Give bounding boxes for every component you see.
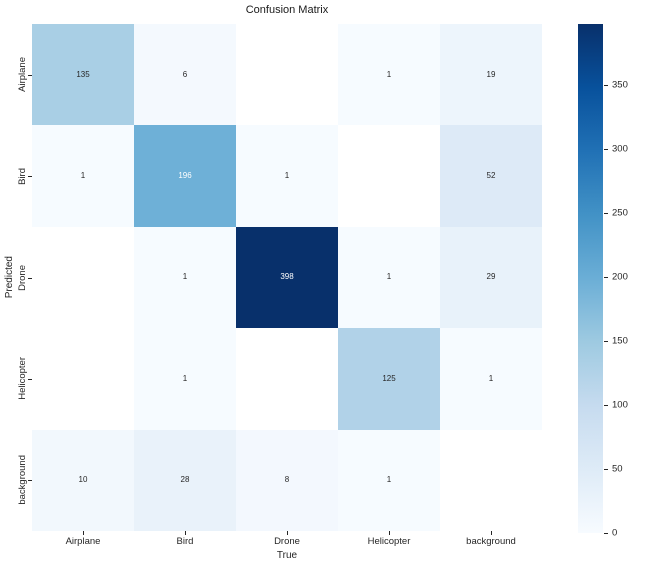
y-axis-label-text: Predicted — [3, 256, 15, 299]
colorbar-tick-label: 250 — [612, 207, 628, 219]
heatmap-cell: 52 — [440, 125, 542, 227]
heatmap-cell: 28 — [134, 429, 236, 531]
x-tick-mark — [185, 531, 186, 535]
cell-value: 29 — [486, 272, 496, 282]
cell-value: 6 — [182, 69, 188, 79]
colorbar-tick-mark — [604, 84, 608, 86]
colorbar-tick-mark — [604, 340, 608, 342]
cell-value: 125 — [382, 373, 396, 383]
cell-value: 1 — [488, 373, 494, 383]
y-tick-label: Bird — [16, 167, 28, 185]
heatmap-cell: 1 — [134, 328, 236, 430]
heatmap-cell — [236, 24, 338, 126]
cell-value: 52 — [486, 171, 496, 181]
x-tick-label: Helicopter — [367, 536, 411, 547]
colorbar-tick-label: 0 — [612, 527, 618, 539]
cell-value: 28 — [180, 475, 190, 485]
cell-value: 19 — [486, 69, 496, 79]
cell-value: 398 — [280, 272, 294, 282]
colorbar-tick-label: 50 — [612, 463, 623, 475]
y-tick-label: Airplane — [16, 57, 28, 93]
colorbar-tick-label: 200 — [612, 271, 628, 283]
x-tick-mark — [491, 531, 492, 535]
heatmap-cell: 1 — [338, 24, 440, 126]
y-tick-label: background — [16, 455, 28, 506]
colorbar-tick-label: 100 — [612, 399, 628, 411]
heatmap-grid: 135 6 1 19 1 196 1 52 1 398 1 29 1 125 1 10 28 8 1 — [32, 24, 542, 531]
heatmap-cell: 1 — [440, 328, 542, 430]
heatmap-cell: 8 — [236, 429, 338, 531]
y-tick-label: Helicopter — [16, 357, 28, 401]
heatmap-cell: 1 — [134, 226, 236, 329]
colorbar-tick-label: 150 — [612, 335, 628, 347]
x-tick-label: background — [466, 536, 516, 547]
colorbar-tick-mark — [604, 404, 608, 406]
y-axis-label: Predicted — [3, 24, 15, 531]
x-tick-label: Airplane — [65, 536, 101, 547]
colorbar-tick-mark — [604, 532, 608, 534]
cell-value: 1 — [80, 171, 86, 181]
heatmap-cell — [32, 328, 134, 430]
x-tick-label: Drone — [274, 536, 300, 547]
x-tick-mark — [287, 531, 288, 535]
colorbar-tick-label: 300 — [612, 143, 628, 155]
x-tick-mark — [83, 531, 84, 535]
heatmap-cell: 1 — [32, 125, 134, 227]
heatmap-cell: 6 — [134, 24, 236, 126]
x-axis-label: True — [276, 550, 298, 561]
heatmap-cell: 1 — [338, 429, 440, 531]
colorbar-gradient — [578, 24, 603, 533]
chart-title: Confusion Matrix — [245, 4, 329, 16]
colorbar-tick-mark — [604, 468, 608, 470]
heatmap-cell: 398 — [236, 226, 338, 329]
heatmap-cell: 1 — [338, 226, 440, 329]
heatmap-cell: 1 — [236, 125, 338, 227]
x-tick-label: Bird — [176, 536, 194, 547]
heatmap-cell: 29 — [440, 226, 542, 329]
heatmap-cell — [338, 125, 440, 227]
cell-value: 196 — [178, 171, 192, 181]
cell-value: 8 — [284, 475, 290, 485]
colorbar-tick-mark — [604, 276, 608, 278]
y-tick-label: Drone — [16, 264, 28, 291]
heatmap-cell: 10 — [32, 429, 134, 531]
cell-value: 1 — [386, 475, 392, 485]
cell-value: 1 — [182, 272, 188, 282]
cell-value: 1 — [284, 171, 290, 181]
cell-value: 1 — [182, 373, 188, 383]
cell-value: 10 — [78, 475, 88, 485]
colorbar-tick-label: 350 — [612, 79, 628, 91]
heatmap-cell: 19 — [440, 24, 542, 126]
heatmap-cell — [440, 429, 542, 531]
colorbar-tick-mark — [604, 212, 608, 214]
heatmap-cell — [32, 226, 134, 329]
heatmap-cell: 135 — [32, 24, 134, 126]
cell-value: 1 — [386, 69, 392, 79]
heatmap-cell — [236, 328, 338, 430]
colorbar — [578, 24, 603, 533]
cell-value: 1 — [386, 272, 392, 282]
heatmap-cell: 125 — [338, 328, 440, 430]
cell-value: 135 — [76, 69, 90, 79]
x-tick-mark — [389, 531, 390, 535]
colorbar-tick-mark — [604, 148, 608, 150]
heatmap-cell: 196 — [134, 125, 236, 227]
